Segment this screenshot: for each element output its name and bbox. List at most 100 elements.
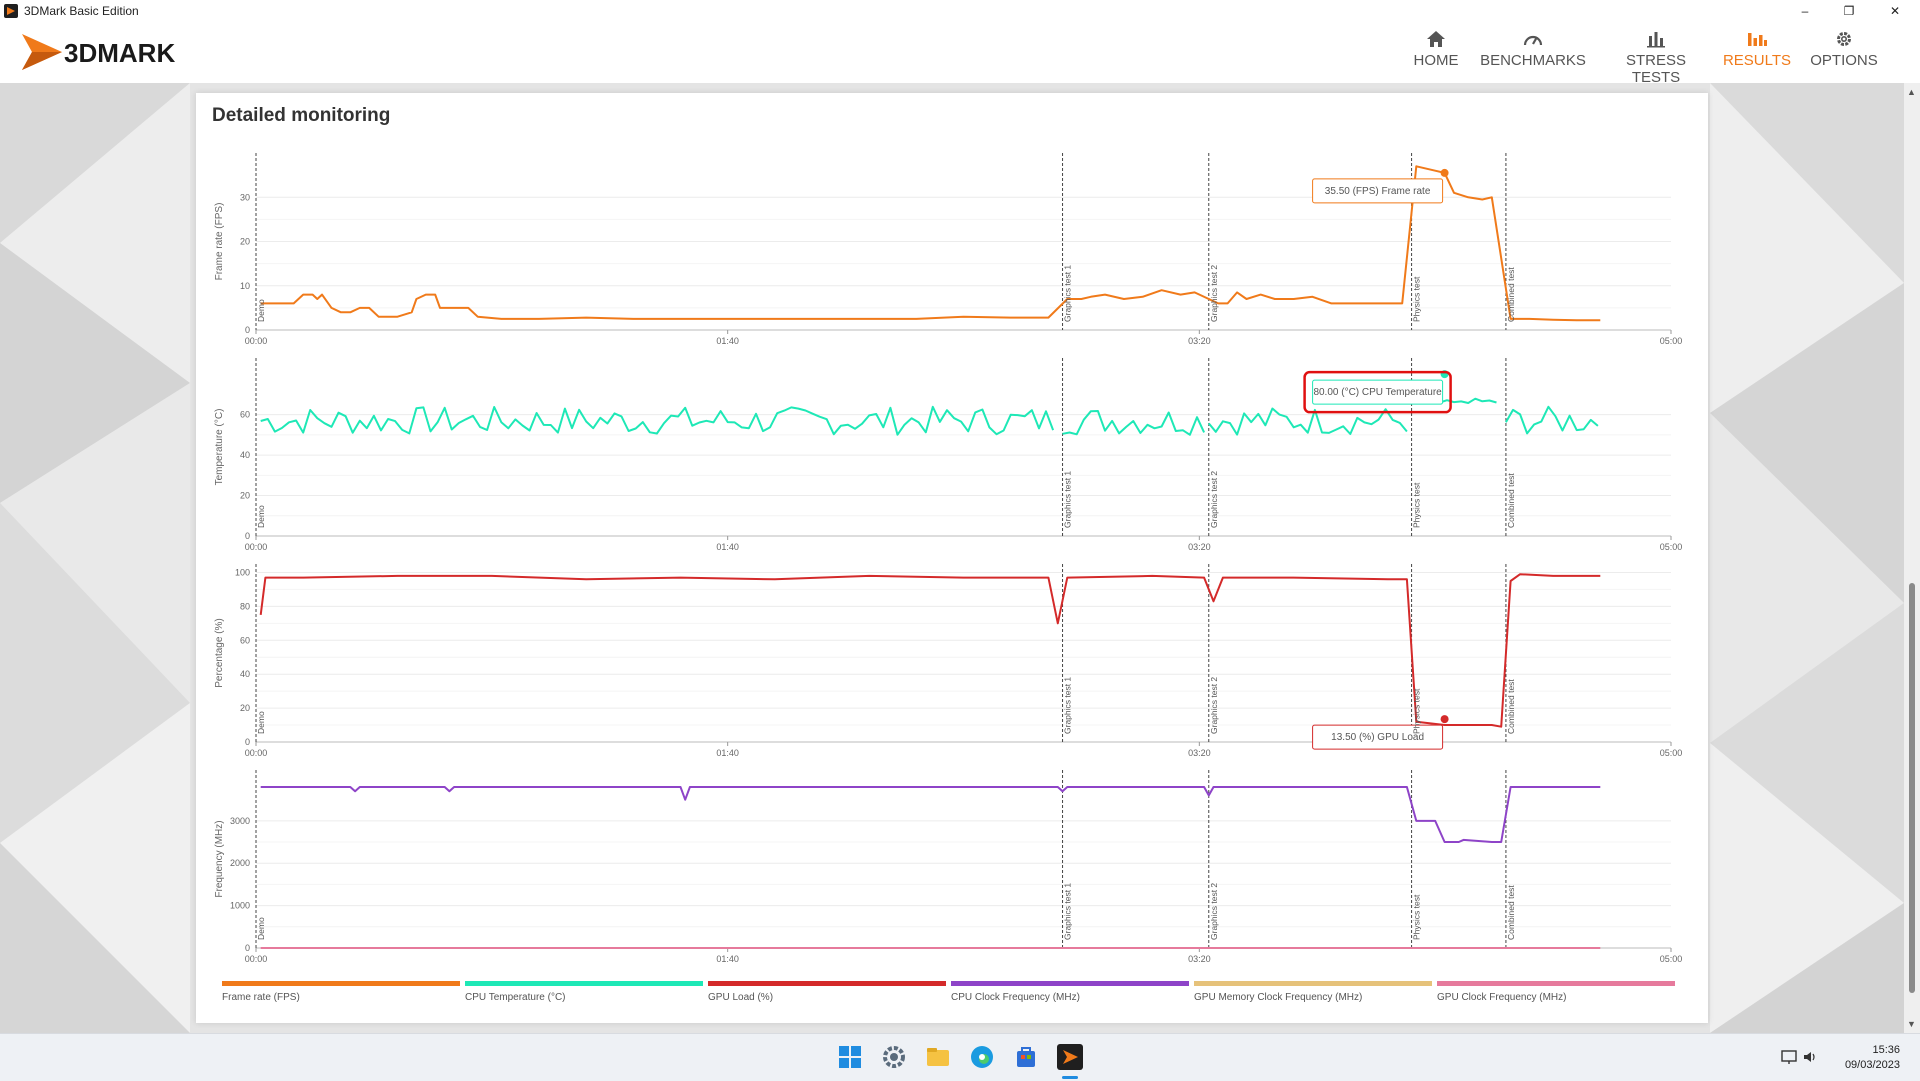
nav-benchmarks[interactable]: BENCHMARKS <box>1480 30 1586 80</box>
legend-swatch <box>465 981 703 986</box>
y-tick-label: 20 <box>240 491 250 501</box>
vertical-scrollbar[interactable]: ▲ ▼ <box>1904 83 1920 1033</box>
y-axis-label: Frame rate (FPS) <box>214 203 225 281</box>
tooltip-text: 35.50 (FPS) Frame rate <box>1325 186 1431 197</box>
test-marker-label: Combined test <box>1506 267 1516 322</box>
nav-results[interactable]: RESULTS <box>1722 30 1792 80</box>
system-tray-icons[interactable] <box>1780 1048 1820 1066</box>
restore-button[interactable]: ❐ <box>1843 4 1855 18</box>
scroll-down-icon[interactable]: ▼ <box>1907 1019 1916 1029</box>
nav-options[interactable]: OPTIONS <box>1806 30 1882 80</box>
legend-label: Frame rate (FPS) <box>222 992 300 1003</box>
tooltip-text: 80.00 (°C) CPU Temperature <box>1313 387 1442 398</box>
series-line <box>1208 407 1408 436</box>
detailed-monitoring-panel: Detailed monitoring 0 10 20 30 00:00 01:40 03:… <box>196 93 1708 1023</box>
monitoring-charts: 0 10 20 30 00:00 01:40 03:20 05:00 Frame rate (F… <box>214 153 1683 964</box>
legend-item[interactable]: GPU Clock Frequency (MHz) <box>1437 981 1675 1003</box>
test-marker-label: Graphics test 2 <box>1209 471 1219 528</box>
legend-item[interactable]: CPU Temperature (°C) <box>465 981 703 1003</box>
nav-stress-tests[interactable]: STRESS TESTS <box>1604 30 1708 86</box>
bar-chart-icon <box>1647 32 1665 48</box>
test-marker-label: Physics test <box>1412 276 1422 322</box>
y-tick-label: 100 <box>235 567 250 577</box>
series-line <box>1505 405 1599 435</box>
tooltip-highlight-box <box>1303 370 1452 414</box>
windows-start-icon[interactable] <box>836 1043 864 1071</box>
tooltip-box <box>1312 379 1444 405</box>
store-icon[interactable] <box>1012 1043 1040 1071</box>
nav-benchmarks-label: BENCHMARKS <box>1480 52 1586 69</box>
y-tick-label: 40 <box>240 450 250 460</box>
y-tick-label: 20 <box>240 703 250 713</box>
legend-item[interactable]: GPU Memory Clock Frequency (MHz) <box>1194 981 1432 1003</box>
x-tick-label: 05:00 <box>1660 954 1683 964</box>
test-marker-label: Graphics test 1 <box>1063 265 1073 322</box>
nav-home-label: HOME <box>1413 52 1459 69</box>
legend-label: CPU Clock Frequency (MHz) <box>951 992 1080 1003</box>
legend-label: GPU Clock Frequency (MHz) <box>1437 992 1567 1003</box>
test-marker-label: Graphics test 2 <box>1209 677 1219 734</box>
legend-swatch <box>951 981 1189 986</box>
x-tick-label: 00:00 <box>245 336 268 346</box>
file-explorer-icon[interactable] <box>924 1043 952 1071</box>
nav-stress-tests-label: STRESS TESTS <box>1625 52 1686 86</box>
y-tick-label: 40 <box>240 669 250 679</box>
minimize-button[interactable]: – <box>1801 4 1809 18</box>
test-marker-label: Graphics test 1 <box>1063 677 1073 734</box>
app-icon <box>4 4 18 18</box>
nav-options-label: OPTIONS <box>1810 52 1878 69</box>
logo-text: 3DMARK <box>64 38 175 68</box>
scroll-up-icon[interactable]: ▲ <box>1907 87 1916 97</box>
test-marker-label: Demo <box>256 505 266 528</box>
series-line <box>260 405 1055 436</box>
tooltip-point <box>1440 168 1449 177</box>
app-header: 3DMARK HOME BENCHMARKS STRESS TESTS RESU… <box>0 22 1920 86</box>
y-tick-label: 20 <box>240 237 250 247</box>
tooltip-box <box>1312 178 1444 204</box>
test-marker-label: Graphics test 2 <box>1209 265 1219 322</box>
y-tick-label: 1000 <box>230 901 250 911</box>
x-tick-label: 05:00 <box>1660 542 1683 552</box>
nav-home[interactable]: HOME <box>1404 30 1468 80</box>
x-tick-label: 03:20 <box>1188 748 1211 758</box>
chart-panel-2 <box>255 358 1672 540</box>
gauge-icon <box>1523 35 1543 46</box>
3dmark-logo[interactable]: 3DMARK <box>18 28 218 76</box>
series-line <box>260 786 1601 843</box>
legend-item[interactable]: GPU Load (%) <box>708 981 946 1003</box>
test-marker-label: Combined test <box>1506 885 1516 940</box>
panel-title: Detailed monitoring <box>212 105 391 126</box>
scroll-thumb[interactable] <box>1909 583 1915 993</box>
edge-browser-icon[interactable] <box>968 1043 996 1071</box>
y-tick-label: 0 <box>245 325 250 335</box>
windows-taskbar: 15:36 09/03/2023 <box>0 1033 1920 1081</box>
test-marker-label: Graphics test 1 <box>1063 883 1073 940</box>
y-tick-label: 0 <box>245 531 250 541</box>
system-clock[interactable]: 15:36 09/03/2023 <box>1830 1043 1900 1073</box>
x-tick-label: 01:40 <box>716 748 739 758</box>
x-tick-label: 00:00 <box>245 542 268 552</box>
test-marker-label: Combined test <box>1506 473 1516 528</box>
window-titlebar: 3DMark Basic Edition – ❐ ✕ <box>0 0 1920 22</box>
legend-item[interactable]: CPU Clock Frequency (MHz) <box>951 981 1189 1003</box>
close-button[interactable]: ✕ <box>1889 4 1901 18</box>
legend-swatch <box>222 981 460 986</box>
y-tick-label: 10 <box>240 281 250 291</box>
3dmark-app-icon[interactable] <box>1056 1043 1084 1071</box>
test-marker-label: Demo <box>256 299 266 322</box>
y-axis-label: Temperature (°C) <box>214 409 225 486</box>
legend-item[interactable]: Frame rate (FPS) <box>222 981 460 1003</box>
settings-icon[interactable] <box>880 1043 908 1071</box>
legend-swatch <box>1194 981 1432 986</box>
y-tick-label: 60 <box>240 635 250 645</box>
chart-panel-1 <box>255 153 1672 334</box>
gear-icon <box>1837 32 1851 46</box>
tooltip-point <box>1440 715 1449 724</box>
x-tick-label: 01:40 <box>716 954 739 964</box>
series-line <box>259 573 1601 728</box>
y-tick-label: 0 <box>245 737 250 747</box>
y-tick-label: 80 <box>240 601 250 611</box>
legend-swatch <box>1437 981 1675 986</box>
active-app-indicator <box>1062 1076 1078 1079</box>
y-tick-label: 60 <box>240 410 250 420</box>
